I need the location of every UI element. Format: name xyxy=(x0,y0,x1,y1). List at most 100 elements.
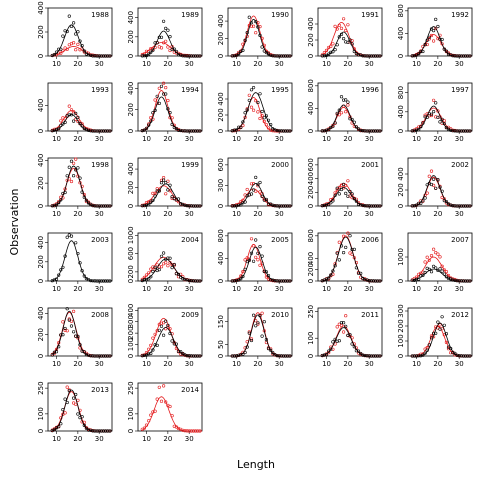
black-point xyxy=(339,187,344,192)
black-point xyxy=(52,428,57,432)
red-point xyxy=(249,337,254,341)
black-point xyxy=(76,334,80,339)
panel-year-label: 1997 xyxy=(451,86,469,94)
red-point xyxy=(423,260,427,264)
black-point xyxy=(95,429,99,433)
black-point xyxy=(350,117,354,122)
black-point xyxy=(59,422,63,426)
panel-frame xyxy=(317,232,383,282)
black-point xyxy=(457,54,461,58)
black-point xyxy=(164,92,168,96)
black-point xyxy=(80,415,84,419)
black-point xyxy=(232,354,236,358)
panel-1998: 1998 10 20 30 0 200 400 xyxy=(37,154,113,218)
black-point xyxy=(288,54,292,58)
red-point xyxy=(241,270,245,274)
panel-frame xyxy=(137,7,203,57)
black-point xyxy=(468,354,472,358)
panel-1989: 1989 10 20 30 0 200 400 xyxy=(127,7,203,68)
red-point xyxy=(164,400,168,404)
black-point xyxy=(419,125,423,129)
black-point xyxy=(264,270,269,274)
red-point xyxy=(151,336,155,340)
black-point xyxy=(258,92,262,96)
x-tick-label: 10 xyxy=(232,60,241,68)
black-point xyxy=(468,279,472,283)
red-point xyxy=(335,325,339,329)
y-tick-label: 200 xyxy=(307,33,315,46)
black-point xyxy=(63,254,67,258)
black-point xyxy=(254,20,258,24)
red-point xyxy=(329,44,333,49)
red-point xyxy=(194,429,198,433)
red-point xyxy=(74,402,78,406)
y-tick-label: 400 xyxy=(37,154,45,167)
red-point xyxy=(157,385,161,389)
black-point xyxy=(191,54,196,58)
black-point xyxy=(444,200,449,204)
black-point xyxy=(187,278,191,283)
black-point xyxy=(256,25,260,29)
black-point xyxy=(356,127,361,131)
x-tick-label: 20 xyxy=(343,210,352,218)
black-point xyxy=(329,273,333,277)
black-point xyxy=(181,129,185,133)
red-point xyxy=(65,329,69,333)
red-point xyxy=(189,429,193,433)
black-point xyxy=(322,129,327,133)
black-point xyxy=(352,49,356,54)
black-point xyxy=(166,107,170,111)
red-point xyxy=(427,258,431,262)
x-tick-label: 20 xyxy=(433,285,442,293)
red-point xyxy=(69,108,74,112)
black-point xyxy=(378,129,382,133)
black-point xyxy=(348,333,352,337)
red-point xyxy=(337,23,341,28)
panel-frame xyxy=(137,82,203,132)
black-point xyxy=(243,200,247,204)
black-point xyxy=(67,389,71,393)
black-point xyxy=(350,192,354,196)
red-point xyxy=(348,194,352,198)
black-point xyxy=(245,108,249,112)
black-point xyxy=(344,40,348,44)
black-point xyxy=(93,204,97,208)
black-point xyxy=(333,337,337,341)
black-point xyxy=(421,199,425,203)
black-point xyxy=(457,354,461,358)
x-tick-label: 20 xyxy=(343,60,352,68)
black-point xyxy=(374,204,378,208)
y-tick-label: 400 xyxy=(397,167,405,180)
black-point xyxy=(151,348,155,352)
black-point xyxy=(103,279,108,283)
red-point xyxy=(324,48,329,53)
black-point xyxy=(284,204,288,208)
black-point xyxy=(174,126,178,131)
black-point xyxy=(99,429,103,433)
black-point xyxy=(196,204,200,208)
red-point xyxy=(414,275,419,279)
x-tick-label: 10 xyxy=(232,135,241,143)
black-point xyxy=(337,108,341,112)
black-point xyxy=(252,259,256,263)
black-point xyxy=(436,24,440,29)
red-point xyxy=(429,254,434,258)
black-point xyxy=(339,32,344,37)
x-tick-label: 10 xyxy=(52,285,61,293)
black-point xyxy=(365,54,369,58)
panel-frame xyxy=(407,7,473,57)
black-point xyxy=(269,278,273,282)
x-tick-label: 30 xyxy=(95,135,104,143)
black-point xyxy=(241,120,245,124)
black-point xyxy=(335,251,339,255)
black-point xyxy=(288,204,292,208)
black-point xyxy=(106,54,110,58)
red-point xyxy=(71,161,76,165)
black-point xyxy=(419,274,423,278)
black-point xyxy=(371,204,376,208)
y-tick-label: 0 xyxy=(397,279,405,283)
black-point xyxy=(466,279,470,283)
black-point xyxy=(103,54,108,58)
black-point xyxy=(444,275,449,279)
black-point xyxy=(179,202,183,206)
